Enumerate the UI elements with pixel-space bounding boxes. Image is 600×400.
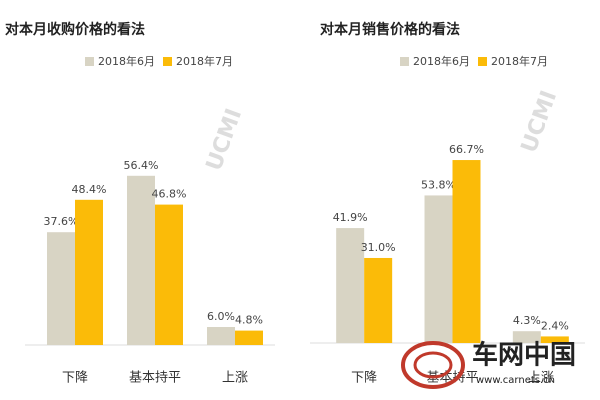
legend-label: 2018年6月	[98, 54, 155, 68]
legend-swatch	[478, 57, 487, 66]
value-label: 46.8%	[152, 188, 187, 201]
value-label: 41.9%	[333, 211, 368, 224]
chart-title: 对本月收购价格的看法	[5, 21, 145, 38]
x-tick-label: 基本持平	[129, 371, 181, 386]
value-label: 37.6%	[44, 215, 79, 228]
bar	[424, 195, 453, 343]
chart-title: 对本月销售价格的看法	[320, 21, 460, 38]
legend-swatch	[163, 57, 172, 66]
watermark-logo: 车网中国	[472, 340, 576, 371]
bar	[512, 331, 541, 343]
bar-chart: 对本月收购价格的看法 UCMI 2018年6月 37.6% 56.4% 6.0% 2018年…	[5, 21, 275, 386]
x-tick-label: 下降	[62, 371, 88, 386]
x-tick-label: 上涨	[222, 371, 248, 386]
x-tick-label: 基本持平	[426, 371, 478, 386]
logo-icon	[401, 341, 465, 389]
value-label: 66.7%	[449, 143, 484, 156]
bar	[540, 336, 569, 343]
value-label: 31.0%	[361, 241, 396, 254]
legend-swatch	[400, 57, 409, 66]
value-label: 4.8%	[235, 314, 263, 327]
bar	[155, 204, 183, 345]
value-label: 6.0%	[207, 310, 235, 323]
legend-label: 2018年6月	[413, 54, 470, 68]
bar	[452, 160, 481, 343]
legend-swatch	[85, 57, 94, 66]
value-label: 56.4%	[124, 159, 159, 172]
bar	[336, 228, 365, 343]
bar	[75, 199, 103, 345]
x-tick-label: 下降	[351, 371, 377, 386]
value-label: 48.4%	[72, 183, 107, 196]
bar	[127, 175, 155, 345]
bar	[207, 327, 235, 345]
value-label: 2.4%	[541, 319, 569, 332]
bar	[235, 330, 263, 345]
annotation: UCMI	[202, 105, 247, 174]
bar	[47, 232, 75, 345]
legend-label: 2018年7月	[491, 54, 548, 68]
value-label: 53.8%	[421, 178, 456, 191]
x-tick-label: 上涨	[528, 371, 554, 386]
value-label: 4.3%	[513, 314, 541, 327]
annotation: UCMI	[517, 87, 562, 156]
legend-label: 2018年7月	[176, 54, 233, 68]
bar-chart: 对本月销售价格的看法 UCMI 2018年6月 41.9% 53.8% 4.3% 2018年…	[310, 21, 585, 386]
watermark-url: www.carnets.cn	[476, 375, 555, 386]
bar	[364, 257, 393, 343]
